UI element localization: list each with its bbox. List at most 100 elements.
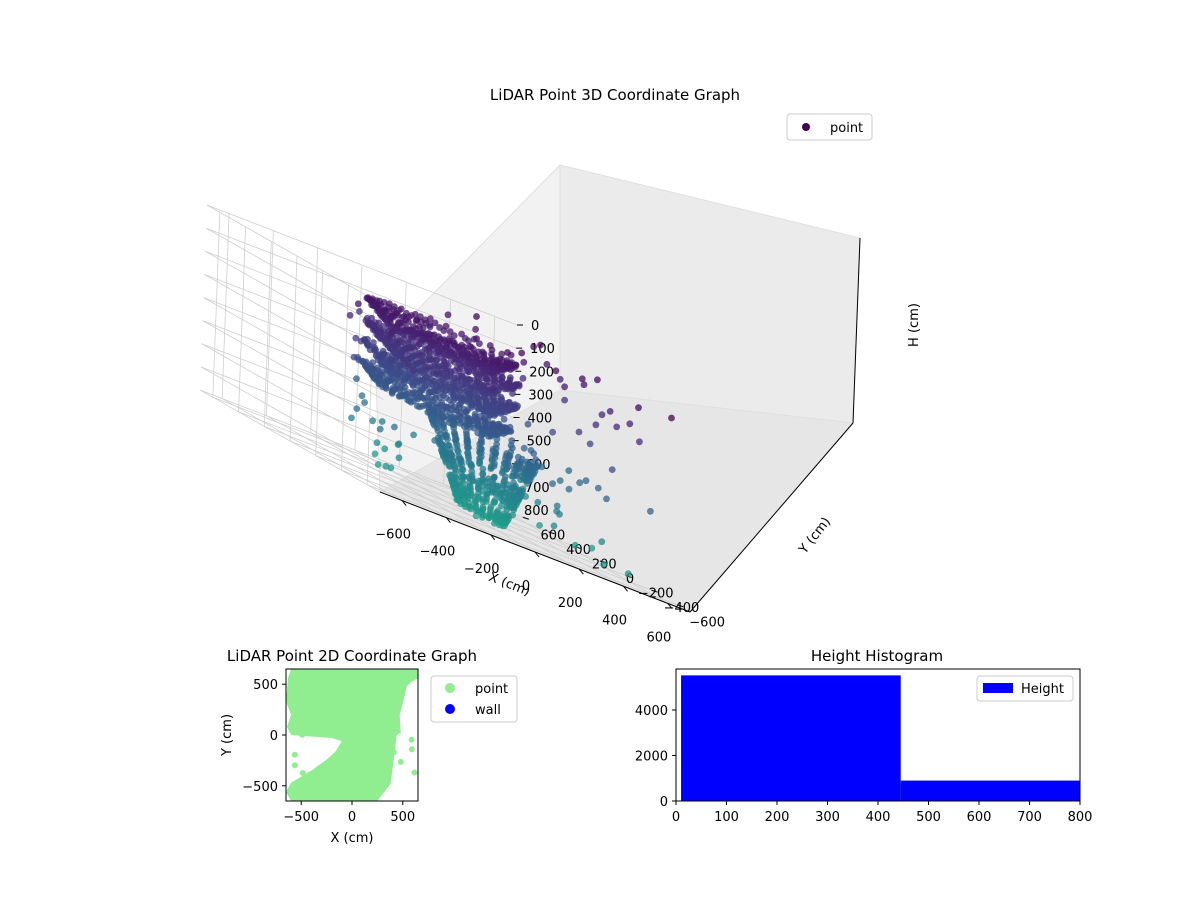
lidar-point [409, 323, 417, 331]
histogram-legend-frame [976, 675, 1074, 702]
lidar-point [461, 388, 469, 396]
lidar-point [456, 460, 463, 468]
z-tick-label: 800 [524, 504, 549, 519]
grid-line-3d [341, 469, 652, 591]
lidar-point [373, 439, 381, 447]
point-2d [322, 687, 329, 694]
lidar-point [598, 411, 606, 419]
lidar-point [635, 404, 642, 412]
lidar-point [419, 324, 427, 332]
lidar-point [608, 466, 616, 473]
lidar-point [348, 414, 355, 422]
lidar-point [582, 477, 590, 485]
lidar-point [508, 437, 516, 445]
legend-3d-label: point [830, 121, 863, 136]
lidar-point [410, 366, 418, 373]
grid-line-3d [264, 426, 575, 547]
lidar-point [532, 456, 540, 464]
lidar-point [376, 425, 384, 433]
lidar-point [592, 421, 600, 429]
point-scatter-2d [288, 669, 418, 798]
lidar-point [460, 394, 467, 402]
lidar-point [381, 306, 388, 314]
histogram-legend-label: Height [1021, 682, 1064, 697]
lidar-point [395, 440, 403, 448]
y-tick-label-2d: 0 [270, 729, 278, 744]
lidar-point [479, 475, 486, 483]
lidar-point [578, 375, 586, 383]
lidar-point [392, 356, 399, 364]
point-2d [291, 762, 298, 769]
point-2d [358, 756, 365, 763]
point-2d [288, 724, 295, 731]
lidar-point [472, 325, 479, 333]
lidar-point [410, 431, 417, 439]
point-2d [363, 723, 370, 730]
plot-2d-title: LiDAR Point 2D Coordinate Graph [227, 647, 477, 665]
lidar-point [626, 420, 634, 428]
lidar-point [445, 415, 453, 423]
point-2d [315, 714, 321, 721]
lidar-point [473, 313, 480, 320]
x-tick [667, 603, 673, 609]
legend-3d-marker [802, 123, 810, 131]
lidar-point [506, 374, 514, 382]
lidar-point [375, 319, 383, 327]
lidar-point [460, 473, 468, 481]
point-2d [378, 773, 385, 780]
lidar-point [543, 360, 551, 368]
lidar-point [419, 351, 426, 359]
pane-back [559, 164, 861, 424]
lidar-point [586, 440, 594, 448]
lidar-point [377, 370, 384, 377]
lidar-point [496, 375, 504, 383]
lidar-point [549, 428, 556, 436]
plot-2d-xlabel: X (cm) [331, 831, 374, 846]
lidar-point [537, 341, 544, 349]
point-2d [318, 693, 325, 700]
grid-line-3d [199, 389, 381, 493]
z-tick-label: 500 [527, 435, 552, 450]
lidar-point [450, 397, 457, 404]
lidar-point [491, 496, 499, 504]
ticks-3d: −600−400−2000200400600−600−400−200020040… [375, 319, 725, 645]
point-coverage-area [286, 669, 418, 801]
lidar-point [477, 413, 484, 420]
lidar-point [498, 356, 506, 364]
point-2d [295, 669, 302, 676]
lidar-point [357, 337, 365, 345]
lidar-point [479, 465, 487, 473]
lidar-point [352, 334, 360, 342]
lidar-point [530, 450, 538, 457]
lidar-point [520, 444, 528, 452]
legend-2d: point wall [430, 675, 518, 723]
lidar-point [473, 419, 481, 426]
lidar-point [442, 403, 450, 411]
lidar-point [402, 316, 410, 323]
lidar-point [524, 420, 532, 428]
lidar-point [446, 328, 454, 336]
lidar-point [501, 473, 509, 481]
lidar-point [519, 374, 527, 382]
y-tick-label-2d: −500 [242, 780, 278, 795]
lidar-point [505, 379, 513, 387]
lidar-point [479, 374, 486, 382]
lidar-point [513, 471, 521, 478]
x-tick-label: 0 [522, 579, 530, 594]
z-tick-label: 0 [531, 319, 539, 334]
y-tick-label: −200 [638, 587, 674, 602]
z-tick-label: 200 [529, 365, 554, 380]
grid-line-3d [366, 484, 678, 606]
lidar-point [456, 455, 464, 463]
lidar-point [455, 343, 463, 351]
point-2d [356, 727, 363, 734]
lidar-point [493, 440, 500, 448]
height-histogram: Height Histogram 0 100 200 300 400 500 600 700 8… [635, 647, 1093, 825]
lidar-point [433, 368, 441, 376]
lidar-point [358, 392, 366, 400]
lidar-point [353, 375, 360, 383]
lidar-point [346, 311, 354, 319]
z-axis-label: H (cm) [907, 303, 922, 347]
lidar-point [536, 522, 543, 529]
